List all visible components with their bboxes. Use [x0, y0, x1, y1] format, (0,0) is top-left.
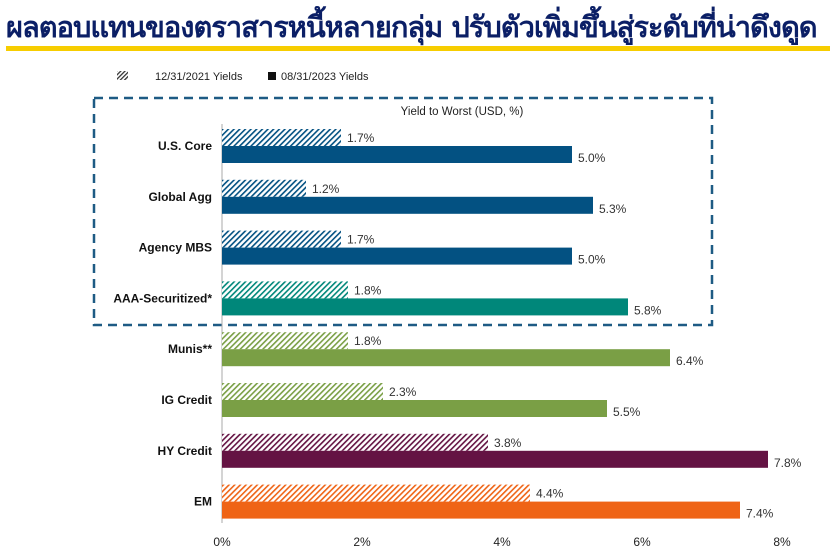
- bar-2021: [222, 484, 530, 502]
- data-label-2021: 1.7%: [347, 233, 375, 247]
- data-label-2023: 7.4%: [746, 507, 774, 521]
- category-label: Agency MBS: [139, 241, 212, 255]
- data-label-2023: 6.4%: [676, 354, 704, 368]
- bar-2023: [222, 146, 572, 163]
- bar-2021: [222, 383, 383, 400]
- data-label-2023: 5.8%: [634, 303, 662, 317]
- legend-swatch-hatched: [117, 71, 128, 80]
- category-label: Munis**: [168, 342, 212, 356]
- x-tick-label: 4%: [493, 535, 511, 549]
- data-label-2021: 1.8%: [354, 334, 382, 348]
- category-label: U.S. Core: [158, 139, 212, 153]
- bar-2021: [222, 281, 348, 299]
- x-tick-label: 0%: [213, 535, 231, 549]
- category-label: HY Credit: [158, 444, 212, 458]
- data-label-2023: 7.8%: [774, 456, 802, 470]
- bar-2023: [222, 501, 740, 519]
- bar-2021: [222, 332, 348, 350]
- data-label-2021: 1.8%: [354, 283, 382, 297]
- data-label-2021: 4.4%: [536, 487, 564, 501]
- data-label-2023: 5.0%: [578, 151, 606, 165]
- data-label-2023: 5.3%: [599, 202, 627, 216]
- data-label-2021: 1.7%: [347, 131, 375, 145]
- legend-swatch-solid: [268, 72, 276, 80]
- bar-2023: [222, 298, 628, 316]
- category-label: IG Credit: [161, 393, 212, 407]
- chart-title: Yield to Worst (USD, %): [401, 106, 524, 118]
- legend-label: 08/31/2023 Yields: [281, 71, 369, 83]
- data-label-2021: 1.2%: [312, 182, 340, 196]
- data-label-2021: 3.8%: [494, 436, 522, 450]
- title-underline: [6, 46, 830, 51]
- bar-2021: [222, 230, 341, 248]
- bar-2023: [222, 196, 593, 214]
- bar-2021: [222, 433, 488, 451]
- bar-2023: [222, 247, 572, 265]
- x-tick-label: 2%: [353, 535, 371, 549]
- legend-label: 12/31/2021 Yields: [155, 71, 243, 83]
- bar-2021: [222, 129, 341, 146]
- bar-2023: [222, 450, 768, 468]
- category-label: AAA-Securitized*: [113, 291, 212, 305]
- data-label-2021: 2.3%: [389, 385, 417, 399]
- x-tick-label: 8%: [773, 535, 791, 549]
- page-title: ผลตอบแทนของตราสารหนี้หลายกลุ่ม ปรับตัวเพ…: [6, 10, 818, 44]
- category-label: Global Agg: [148, 190, 212, 204]
- bar-2021: [222, 179, 306, 197]
- bar-2023: [222, 349, 670, 367]
- data-label-2023: 5.0%: [578, 253, 606, 267]
- bar-2023: [222, 400, 607, 417]
- data-label-2023: 5.5%: [613, 405, 641, 419]
- x-tick-label: 6%: [633, 535, 651, 549]
- category-label: EM: [194, 495, 212, 509]
- highlight-box: [92, 96, 714, 327]
